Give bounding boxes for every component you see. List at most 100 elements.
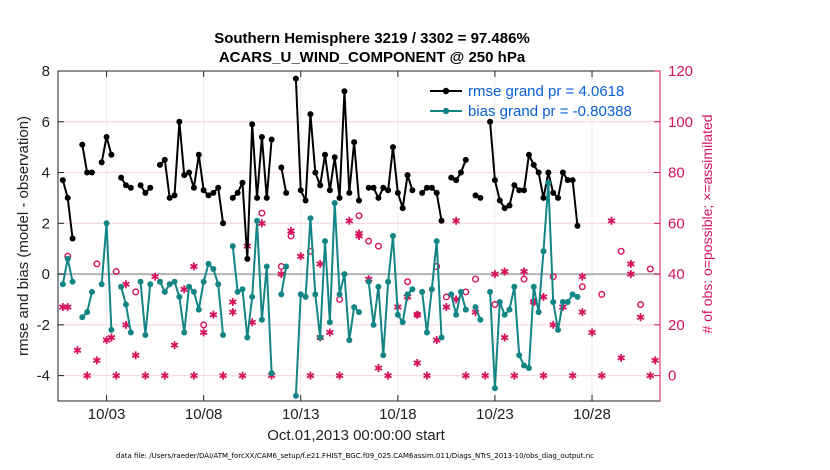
rmse-point: [181, 172, 188, 179]
rmse-point: [312, 169, 319, 176]
obs-assimilated-marker: [228, 298, 237, 306]
obs-possible-marker: [617, 247, 625, 255]
x-axis-label: Oct.01,2013 00:00:00 start: [267, 427, 445, 444]
bias-point: [127, 329, 134, 336]
obs-assimilated-marker: [151, 272, 160, 281]
bias-point: [419, 288, 426, 295]
obs-assimilated-marker: [500, 333, 509, 342]
y2-tick-label-6: 120: [668, 63, 693, 80]
rmse-point: [564, 177, 571, 184]
bias-point: [438, 334, 445, 341]
bias-point: [84, 309, 91, 316]
bias-point: [574, 293, 581, 300]
bias-point: [229, 243, 236, 250]
bias-point: [365, 278, 372, 285]
bias-point: [462, 306, 469, 313]
rmse-point: [263, 194, 270, 201]
legend-rmse-label: rmse grand pr = 4.0618: [468, 83, 624, 100]
bias-point: [540, 248, 547, 255]
bias-point: [258, 316, 265, 323]
bias-line-segment: [294, 202, 360, 396]
rmse-point: [419, 189, 426, 196]
bias-point: [302, 293, 309, 300]
rmse-point: [171, 192, 178, 199]
y2-tick-label-1: 20: [668, 317, 685, 334]
rmse-point: [525, 151, 532, 158]
rmse-point: [215, 184, 222, 191]
rmse-point: [351, 139, 358, 146]
bias-point: [399, 319, 406, 326]
rmse-point: [511, 182, 518, 189]
obs-possible-marker: [365, 237, 373, 245]
obs-assimilated-marker: [160, 371, 169, 380]
obs-possible-marker: [442, 293, 450, 301]
bias-point: [79, 314, 86, 321]
rmse-point: [569, 177, 576, 184]
obs-assimilated-marker: [228, 308, 237, 317]
obs-assimilated-marker: [238, 371, 247, 380]
obs-possible-marker: [404, 278, 412, 286]
bias-point: [215, 281, 222, 288]
rmse-point: [574, 222, 581, 229]
rmse-point: [258, 134, 265, 140]
rmse-point: [535, 169, 542, 176]
obs-possible-marker: [598, 290, 606, 298]
bias-point: [88, 288, 95, 295]
rmse-point: [326, 187, 333, 194]
rmse-point: [399, 205, 406, 212]
rmse-point: [69, 235, 76, 242]
bias-point: [244, 334, 251, 341]
bias-point: [142, 332, 149, 338]
bias-point: [428, 286, 435, 293]
rmse-point: [292, 75, 299, 82]
obs-assimilated-marker: [626, 270, 635, 279]
obs-possible-marker: [646, 265, 654, 273]
bias-point: [292, 392, 299, 399]
bias-point: [375, 283, 382, 290]
obs-assimilated-marker: [588, 328, 596, 337]
rmse-point: [205, 192, 212, 199]
rmse-point: [555, 194, 562, 201]
rmse-point: [278, 164, 285, 171]
bias-point: [487, 288, 494, 295]
bias-point: [530, 283, 537, 290]
rmse-point: [506, 202, 513, 209]
rmse-point: [550, 189, 557, 196]
obs-possible-marker: [578, 283, 586, 291]
y2-tick-label-5: 100: [668, 114, 693, 131]
rmse-point: [487, 118, 494, 125]
bias-point: [69, 278, 76, 285]
bias-point: [220, 332, 227, 338]
rmse-point: [156, 161, 163, 168]
rmse-point: [370, 184, 377, 191]
obs-assimilated-marker: [355, 232, 363, 240]
bias-point: [525, 365, 532, 371]
bias-point: [108, 326, 115, 333]
obs-possible-marker: [258, 209, 266, 217]
bias-point: [326, 319, 333, 326]
bias-point: [59, 281, 66, 288]
bias-point: [137, 278, 144, 285]
bias-point: [433, 238, 440, 245]
bias-point: [477, 316, 484, 323]
bias-line-segment: [450, 290, 467, 316]
obs-possible-marker: [93, 260, 101, 268]
plot-area: 10/03 10/08 10/13 10/18 10/23 10/28-4-2024680…: [37, 63, 693, 423]
rmse-point: [404, 172, 411, 179]
rmse-line-segment: [294, 78, 360, 202]
rmse-point: [428, 184, 435, 191]
bias-point: [564, 299, 571, 305]
bias-point: [312, 291, 319, 298]
bias-point: [409, 286, 416, 293]
rmse-point: [190, 184, 197, 191]
bias-point: [156, 278, 163, 285]
legend-bias-label: bias grand pr = -0.80388: [468, 103, 632, 120]
rmse-point: [161, 156, 168, 163]
rmse-point: [186, 169, 193, 176]
rmse-point: [521, 187, 528, 194]
bias-point: [555, 326, 562, 333]
obs-assimilated-marker: [63, 303, 72, 312]
legend-rmse-marker: [442, 87, 450, 95]
obs-assimilated-marker: [316, 259, 325, 268]
